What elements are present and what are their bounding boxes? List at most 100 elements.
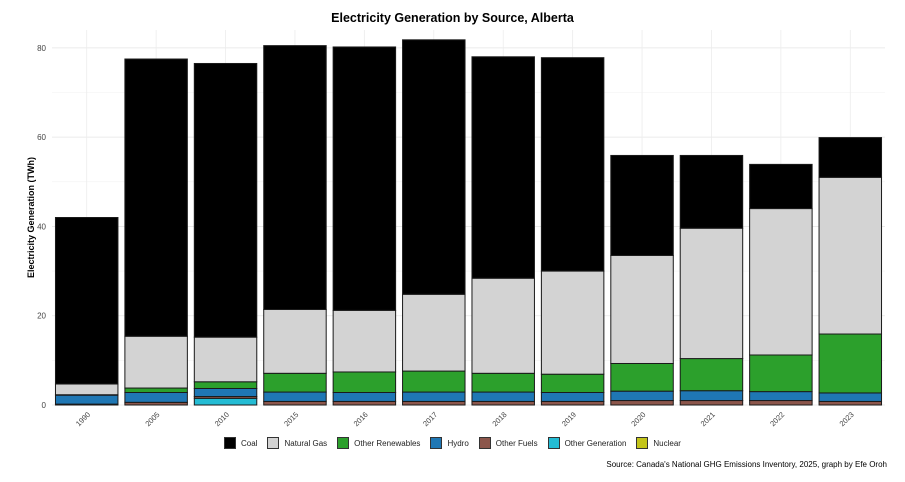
x-tick-label: 2021	[699, 410, 717, 428]
bar-segment-coal	[402, 39, 466, 295]
legend-swatch	[478, 437, 491, 449]
legend-swatch	[337, 437, 350, 449]
bar-segment-hydro	[54, 394, 119, 405]
x-tick-label: 2019	[560, 410, 578, 428]
bar-segment-coal	[540, 57, 605, 272]
bar-segment-other-fuels	[818, 400, 883, 406]
bar-segment-other-renewables	[332, 371, 397, 394]
y-axis-label: Electricity Generation (TWh)	[26, 157, 36, 278]
bar-segment-other-fuels	[471, 400, 535, 406]
bar-segment-coal	[679, 154, 744, 229]
legend-item: Hydro	[430, 437, 469, 449]
bar-segment-coal	[332, 46, 397, 311]
bar-segment-hydro	[332, 392, 397, 402]
legend-item: Nuclear	[636, 437, 681, 449]
legend-item: Other Fuels	[478, 437, 538, 449]
bar-segment-natural-gas	[193, 336, 258, 383]
legend-swatch	[224, 437, 237, 449]
x-tick-label: 2020	[629, 410, 647, 428]
legend-label: Hydro	[447, 438, 469, 448]
bar-segment-natural-gas	[471, 277, 535, 374]
bar-segment-natural-gas	[54, 383, 119, 396]
bar-segment-other-renewables	[193, 381, 258, 389]
bar-segment-hydro	[540, 392, 605, 402]
bar-segment-other-fuels	[610, 400, 674, 406]
legend-label: Other Generation	[564, 438, 627, 448]
legend-item: Other Renewables	[337, 437, 420, 449]
bar-segment-hydro	[749, 391, 813, 402]
y-tick-label: 60	[37, 133, 46, 142]
bar-segment-natural-gas	[679, 227, 744, 360]
bar-segment-other-renewables	[402, 370, 466, 393]
legend-item: Other Generation	[547, 437, 627, 449]
legend-label: Other Renewables	[354, 438, 421, 448]
legend-label: Other Fuels	[495, 438, 538, 448]
bar-segment-other-generation	[193, 397, 258, 406]
bar-segment-other-renewables	[749, 354, 813, 393]
bar-segment-coal	[818, 137, 883, 178]
bar-segment-other-renewables	[540, 373, 605, 394]
y-tick-label: 40	[37, 222, 46, 231]
bar-segment-hydro	[402, 391, 466, 402]
bar-segment-other-renewables	[124, 387, 188, 393]
bar-segment-natural-gas	[263, 308, 327, 374]
bar-segment-other-renewables	[263, 372, 327, 393]
legend-swatch	[547, 437, 560, 449]
bar-segment-natural-gas	[749, 208, 813, 356]
bar-segment-hydro	[263, 391, 327, 402]
bar-segment-natural-gas	[332, 309, 397, 373]
bar-segment-hydro	[818, 392, 883, 402]
legend-label: Natural Gas	[284, 438, 328, 448]
y-tick-label: 20	[37, 312, 46, 321]
bar-segment-natural-gas	[402, 293, 466, 372]
bar-segment-hydro	[679, 390, 744, 402]
bar-segment-other-fuels	[679, 400, 744, 406]
legend-swatch	[267, 437, 280, 449]
x-tick-label: 2010	[213, 410, 231, 428]
bar-segment-other-fuels	[402, 400, 466, 406]
x-tick-label: 2015	[282, 410, 300, 428]
bar-segment-natural-gas	[610, 254, 674, 364]
bar-segment-hydro	[193, 387, 258, 398]
bar-segment-other-fuels	[749, 400, 813, 406]
bar-segment-coal	[263, 45, 327, 310]
legend-item: Natural Gas	[267, 437, 327, 449]
x-tick-label: 2005	[143, 410, 161, 428]
legend: Coal Natural Gas Other Renewables Hydro Othe…	[0, 437, 905, 449]
bar-segment-coal	[124, 58, 188, 337]
x-tick-label: 2023	[838, 410, 856, 428]
bar-segment-natural-gas	[818, 176, 883, 335]
bar-segment-other-renewables	[818, 333, 883, 394]
bar-segment-hydro	[471, 391, 535, 402]
x-tick-label: 2022	[768, 410, 786, 428]
bar-segment-coal	[610, 154, 674, 256]
bar-segment-natural-gas	[540, 270, 605, 375]
bar-segment-natural-gas	[124, 335, 188, 389]
bar-segment-hydro	[124, 392, 188, 403]
bar-segment-other-renewables	[679, 358, 744, 392]
y-tick-label: 0	[42, 401, 47, 410]
bar-segment-hydro	[610, 390, 674, 402]
bar-segment-coal	[193, 62, 258, 338]
bar-segment-coal	[749, 163, 813, 210]
x-tick-label: 2016	[352, 410, 370, 428]
legend-label: Coal	[241, 438, 258, 448]
chart-title: Electricity Generation by Source, Albert…	[331, 11, 574, 25]
bar-segment-coal	[471, 56, 535, 279]
bar-segment-other-renewables	[471, 372, 535, 393]
legend-label: Nuclear	[653, 438, 681, 448]
legend-swatch	[430, 437, 443, 449]
x-tick-label: 1990	[74, 410, 92, 428]
y-tick-label: 80	[37, 44, 46, 53]
bar-segment-coal	[54, 217, 119, 385]
bar-segment-other-renewables	[610, 362, 674, 392]
chart-caption: Source: Canada's National GHG Emissions …	[606, 460, 887, 469]
bar-segment-other-fuels	[263, 400, 327, 406]
x-tick-label: 2017	[421, 410, 439, 428]
bar-segment-other-fuels	[332, 400, 397, 406]
legend-swatch	[636, 437, 649, 449]
x-tick-label: 2018	[490, 410, 508, 428]
legend-item: Coal	[224, 437, 257, 449]
